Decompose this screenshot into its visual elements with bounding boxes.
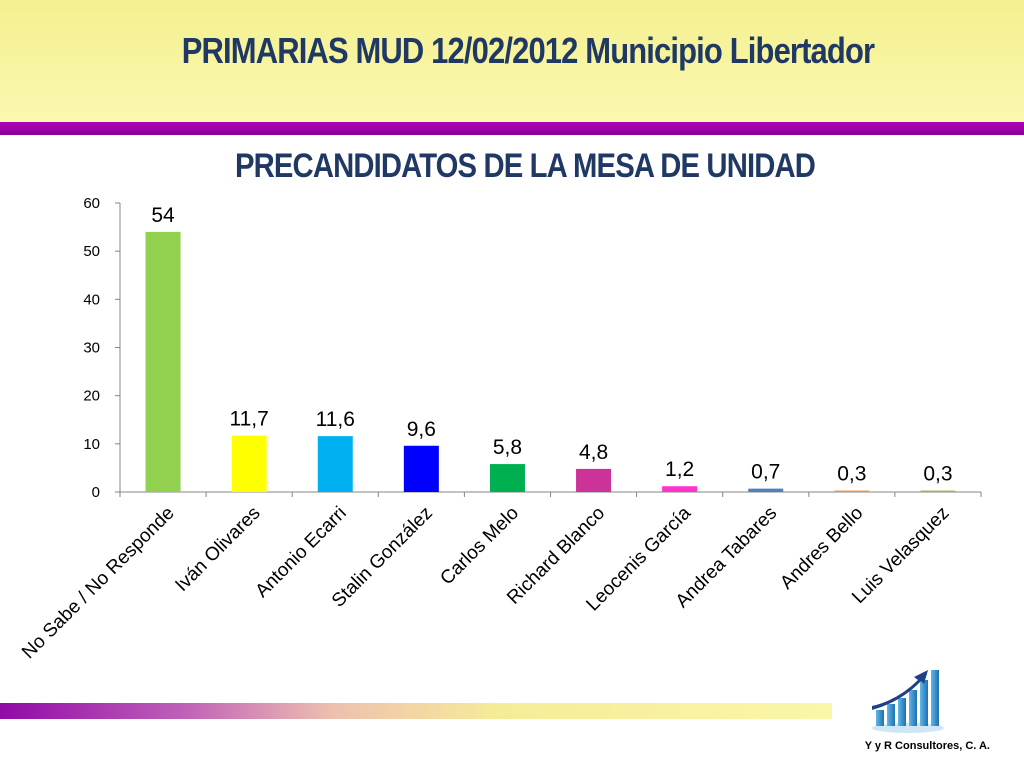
bottom-gradient-bar [0, 703, 832, 719]
data-label: 5,8 [493, 436, 522, 459]
category-label: No Sabe / No Responde [18, 503, 178, 663]
y-tick-label: 0 [92, 484, 100, 501]
data-label: 0,3 [923, 463, 952, 486]
y-tick-label: 40 [83, 291, 100, 308]
y-tick-label: 10 [83, 436, 100, 453]
bar [662, 486, 698, 492]
bar [834, 490, 870, 492]
header-band [0, 0, 1024, 122]
page-title: PRIMARIAS MUD 12/02/2012 Municipio Liber… [181, 30, 875, 71]
data-label: 0,3 [837, 463, 866, 486]
top-divider-bar [0, 122, 1024, 135]
y-tick-label: 30 [83, 340, 100, 357]
y-tick-label: 20 [83, 388, 100, 405]
bar [231, 435, 267, 492]
bar [317, 436, 353, 492]
bar [576, 468, 612, 492]
data-label: 1,2 [665, 458, 694, 481]
bar [489, 464, 525, 492]
bar [748, 488, 784, 492]
bar [145, 231, 181, 492]
data-label: 4,8 [579, 441, 608, 464]
bar [920, 490, 956, 492]
data-label: 54 [151, 204, 175, 227]
y-tick-label: 50 [83, 243, 100, 260]
category-label: Iván Olivares [171, 503, 264, 596]
chart-axes: 0 10 20 30 40 50 60 [83, 195, 982, 501]
y-tick-label: 60 [83, 195, 100, 212]
data-label: 0,7 [751, 461, 780, 484]
chart-bars [145, 231, 956, 492]
category-label: Carlos Melo [436, 503, 523, 590]
category-label: Antonio Ecarri [252, 503, 351, 602]
data-label: 9,6 [407, 418, 436, 441]
category-label: Andres Bello [776, 503, 867, 594]
data-label: 11,6 [316, 408, 355, 431]
bar [403, 445, 439, 492]
rising-bar-chart-logo-icon [872, 670, 944, 733]
data-label: 11,7 [229, 408, 268, 431]
chart-data-labels: 54 11,7 11,6 9,6 5,8 4,8 1,2 0,7 0,3 0,3 [151, 204, 952, 486]
chart-title: PRECANDIDATOS DE LA MESA DE UNIDAD [235, 147, 816, 185]
company-name: Y y R Consultores, C. A. [864, 740, 990, 752]
